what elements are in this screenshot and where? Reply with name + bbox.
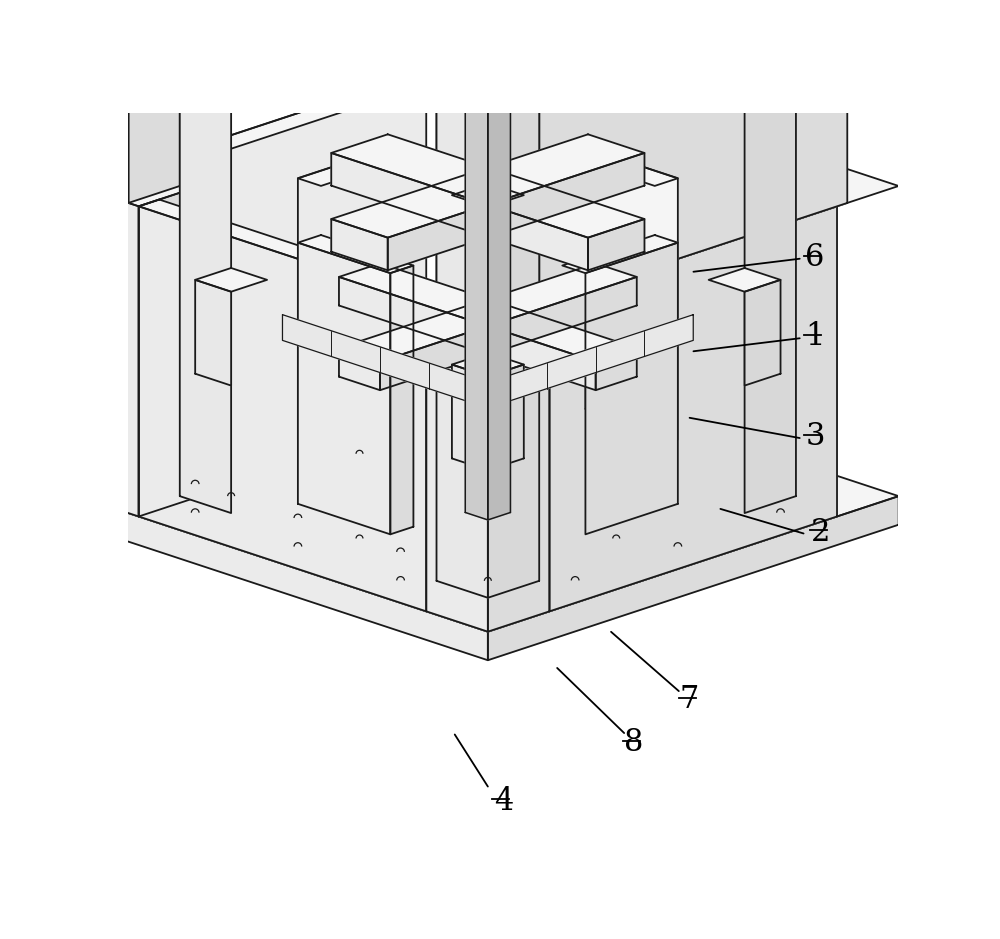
Polygon shape: [529, 70, 837, 173]
Polygon shape: [195, 268, 267, 292]
Polygon shape: [437, 0, 539, 11]
Polygon shape: [596, 348, 637, 391]
Polygon shape: [549, 207, 837, 611]
Polygon shape: [62, 373, 113, 390]
Polygon shape: [139, 0, 385, 28]
Text: 7: 7: [680, 685, 699, 716]
Polygon shape: [62, 296, 113, 313]
Polygon shape: [588, 219, 644, 270]
Polygon shape: [82, 379, 113, 436]
Polygon shape: [539, 0, 847, 304]
Polygon shape: [139, 0, 385, 110]
Polygon shape: [77, 186, 139, 516]
Polygon shape: [709, 268, 781, 292]
Polygon shape: [298, 147, 413, 186]
Polygon shape: [331, 219, 388, 270]
Polygon shape: [529, 199, 837, 301]
Polygon shape: [77, 496, 488, 660]
Polygon shape: [488, 496, 899, 660]
Polygon shape: [77, 165, 200, 207]
Polygon shape: [380, 277, 637, 391]
Polygon shape: [339, 263, 637, 362]
Polygon shape: [298, 147, 390, 439]
Polygon shape: [62, 275, 113, 292]
Polygon shape: [488, 301, 549, 632]
Text: 1: 1: [805, 321, 825, 352]
Polygon shape: [562, 147, 678, 186]
Polygon shape: [498, 315, 693, 405]
Polygon shape: [62, 393, 113, 410]
Polygon shape: [585, 147, 678, 439]
Polygon shape: [488, 0, 539, 321]
Text: 3: 3: [805, 421, 825, 452]
Polygon shape: [339, 263, 637, 362]
Polygon shape: [426, 281, 549, 321]
Polygon shape: [426, 51, 549, 91]
Polygon shape: [437, 0, 488, 321]
Polygon shape: [128, 0, 180, 203]
Polygon shape: [62, 195, 82, 248]
Text: 4: 4: [494, 786, 513, 817]
Polygon shape: [331, 134, 644, 238]
Polygon shape: [139, 70, 426, 476]
Polygon shape: [452, 183, 524, 207]
Polygon shape: [488, 364, 524, 470]
Polygon shape: [92, 305, 113, 358]
Polygon shape: [331, 153, 588, 270]
Polygon shape: [62, 285, 82, 338]
Polygon shape: [139, 199, 447, 301]
Polygon shape: [62, 302, 92, 358]
Polygon shape: [62, 383, 82, 436]
Polygon shape: [62, 400, 92, 456]
Polygon shape: [488, 0, 539, 598]
Polygon shape: [745, 280, 781, 386]
Polygon shape: [775, 165, 899, 207]
Polygon shape: [339, 277, 596, 391]
Polygon shape: [585, 242, 678, 534]
Polygon shape: [195, 280, 231, 386]
Polygon shape: [465, 0, 488, 520]
Polygon shape: [92, 404, 113, 456]
Polygon shape: [139, 207, 426, 611]
Polygon shape: [180, 0, 231, 513]
Polygon shape: [62, 206, 113, 223]
Polygon shape: [388, 153, 644, 270]
Polygon shape: [82, 192, 113, 248]
Polygon shape: [282, 315, 478, 405]
Polygon shape: [562, 235, 678, 273]
Polygon shape: [426, 301, 488, 632]
Polygon shape: [488, 0, 510, 520]
Polygon shape: [77, 361, 899, 632]
Polygon shape: [390, 266, 413, 534]
Polygon shape: [82, 282, 113, 338]
Text: 8: 8: [624, 727, 644, 758]
Polygon shape: [62, 185, 113, 202]
Polygon shape: [298, 242, 390, 534]
Text: 2: 2: [811, 516, 830, 547]
Polygon shape: [298, 235, 413, 273]
Polygon shape: [77, 0, 128, 203]
Polygon shape: [62, 212, 92, 269]
Polygon shape: [452, 353, 524, 377]
Polygon shape: [139, 0, 406, 70]
Polygon shape: [745, 0, 796, 513]
Text: 6: 6: [805, 241, 825, 273]
Polygon shape: [139, 70, 447, 173]
Polygon shape: [437, 0, 488, 598]
Polygon shape: [92, 216, 113, 269]
Polygon shape: [339, 348, 380, 391]
Polygon shape: [331, 134, 644, 238]
Polygon shape: [139, 186, 200, 516]
Polygon shape: [452, 364, 488, 470]
